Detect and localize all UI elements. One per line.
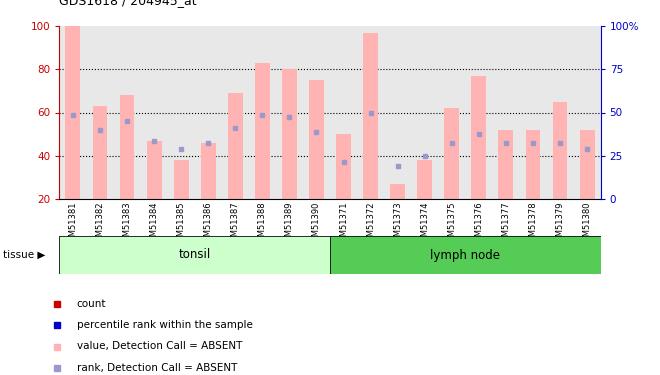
- Bar: [195, 26, 222, 199]
- Bar: [384, 26, 411, 199]
- Bar: [357, 26, 384, 199]
- Bar: [465, 26, 492, 199]
- Bar: [330, 26, 357, 199]
- Text: count: count: [77, 298, 106, 309]
- Bar: [168, 26, 195, 199]
- Bar: [546, 26, 574, 199]
- Bar: [438, 26, 465, 199]
- Bar: [492, 26, 519, 199]
- Bar: [574, 26, 601, 199]
- Bar: [228, 93, 243, 199]
- Bar: [119, 95, 135, 199]
- Bar: [519, 26, 546, 199]
- Bar: [141, 26, 168, 199]
- Bar: [59, 26, 86, 199]
- Bar: [579, 130, 595, 199]
- Bar: [303, 26, 330, 199]
- Bar: [525, 130, 541, 199]
- Text: percentile rank within the sample: percentile rank within the sample: [77, 320, 253, 330]
- Bar: [249, 26, 276, 199]
- Bar: [363, 33, 378, 199]
- Bar: [282, 69, 297, 199]
- Text: lymph node: lymph node: [430, 249, 500, 261]
- Bar: [330, 236, 601, 274]
- Text: value, Detection Call = ABSENT: value, Detection Call = ABSENT: [77, 342, 242, 351]
- Text: rank, Detection Call = ABSENT: rank, Detection Call = ABSENT: [77, 363, 237, 373]
- Bar: [309, 80, 324, 199]
- Bar: [92, 106, 108, 199]
- Bar: [86, 26, 114, 199]
- Bar: [174, 160, 189, 199]
- Bar: [498, 130, 513, 199]
- Bar: [336, 134, 351, 199]
- Bar: [114, 26, 141, 199]
- Bar: [444, 108, 459, 199]
- Text: GDS1618 / 204945_at: GDS1618 / 204945_at: [59, 0, 197, 8]
- Bar: [411, 26, 438, 199]
- Bar: [222, 26, 249, 199]
- Bar: [201, 143, 216, 199]
- Bar: [59, 236, 330, 274]
- Bar: [276, 26, 303, 199]
- Text: tissue ▶: tissue ▶: [3, 250, 46, 260]
- Bar: [417, 160, 432, 199]
- Bar: [255, 63, 270, 199]
- Bar: [390, 184, 405, 199]
- Bar: [65, 26, 81, 199]
- Bar: [147, 141, 162, 199]
- Bar: [471, 76, 486, 199]
- Bar: [552, 102, 568, 199]
- Text: tonsil: tonsil: [179, 249, 211, 261]
